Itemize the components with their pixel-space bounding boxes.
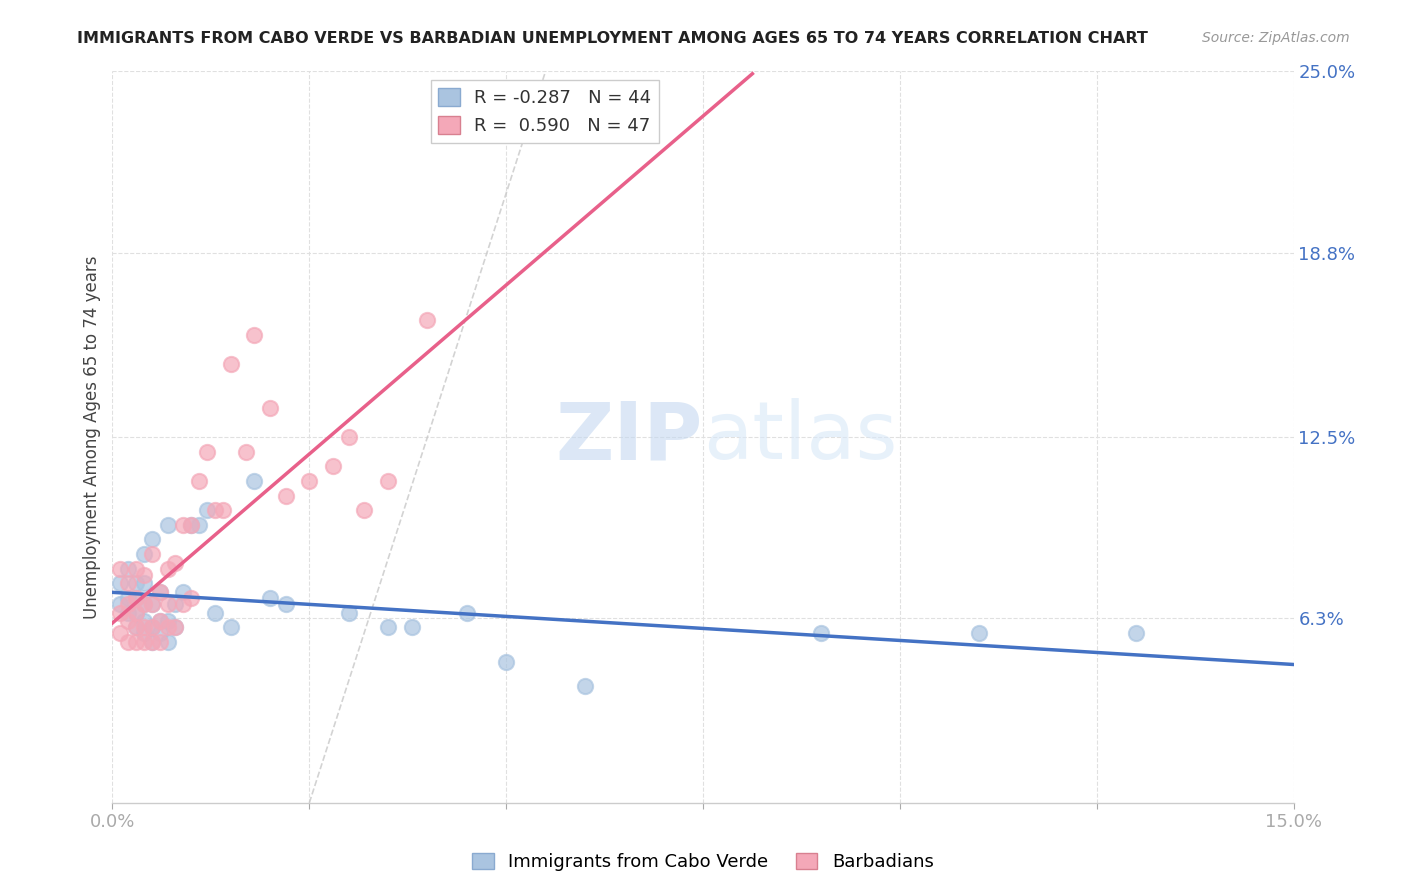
Point [156,615,179,629]
Point [149,615,172,629]
Point [401,620,423,634]
Point [165,620,187,634]
Point [165,556,187,570]
Point [416,313,439,327]
Point [132,615,155,629]
Point [156,597,179,611]
Point [165,597,187,611]
Point [132,597,155,611]
Point [132,547,155,561]
Point [274,489,297,503]
Point [125,591,148,605]
Point [141,635,163,649]
Point [495,656,517,670]
Point [219,357,242,371]
Point [110,606,132,620]
Point [132,626,155,640]
Point [211,503,233,517]
Point [156,517,179,532]
Point [132,635,155,649]
Point [110,576,132,591]
Point [149,585,172,599]
Point [456,606,478,620]
Point [243,327,266,342]
Point [243,474,266,488]
Point [353,503,375,517]
Point [110,626,132,640]
Point [117,615,139,629]
Point [125,620,148,634]
Point [141,635,163,649]
Point [132,620,155,634]
Y-axis label: Unemployment Among Ages 65 to 74 years: Unemployment Among Ages 65 to 74 years [83,255,101,619]
Point [298,474,321,488]
Point [172,517,194,532]
Point [188,474,211,488]
Point [274,597,297,611]
Point [149,626,172,640]
Point [156,620,179,634]
Point [204,606,226,620]
Point [125,635,148,649]
Point [156,635,179,649]
Legend: Immigrants from Cabo Verde, Barbadians: Immigrants from Cabo Verde, Barbadians [465,846,941,879]
Point [188,517,211,532]
Point [149,615,172,629]
Point [574,679,596,693]
Point [377,620,399,634]
Point [125,576,148,591]
Text: Source: ZipAtlas.com: Source: ZipAtlas.com [1202,31,1350,45]
Point [110,562,132,576]
Text: IMMIGRANTS FROM CABO VERDE VS BARBADIAN UNEMPLOYMENT AMONG AGES 65 TO 74 YEARS C: IMMIGRANTS FROM CABO VERDE VS BARBADIAN … [77,31,1149,46]
Point [180,591,202,605]
Point [125,591,148,605]
Text: atlas: atlas [703,398,897,476]
Point [156,562,179,576]
Point [117,635,139,649]
Point [117,597,139,611]
Point [259,591,281,605]
Point [117,576,139,591]
Point [172,597,194,611]
Point [132,576,155,591]
Point [117,606,139,620]
Point [117,562,139,576]
Point [141,620,163,634]
Point [337,606,360,620]
Point [810,626,832,640]
Point [149,585,172,599]
Point [180,517,202,532]
Point [377,474,399,488]
Point [125,620,148,634]
Point [117,591,139,605]
Point [204,503,226,517]
Point [172,585,194,599]
Point [141,533,163,547]
Point [180,517,202,532]
Point [132,567,155,582]
Point [322,459,344,474]
Legend: R = -0.287   N = 44, R =  0.590   N = 47: R = -0.287 N = 44, R = 0.590 N = 47 [430,80,658,143]
Point [259,401,281,415]
Point [1125,626,1147,640]
Point [141,620,163,634]
Point [967,626,990,640]
Point [141,597,163,611]
Point [125,606,148,620]
Point [165,620,187,634]
Point [110,597,132,611]
Point [125,562,148,576]
Point [337,430,360,444]
Point [141,597,163,611]
Point [125,606,148,620]
Point [235,444,257,458]
Point [141,547,163,561]
Point [149,635,172,649]
Point [132,597,155,611]
Text: ZIP: ZIP [555,398,703,476]
Point [195,503,218,517]
Point [219,620,242,634]
Point [195,444,218,458]
